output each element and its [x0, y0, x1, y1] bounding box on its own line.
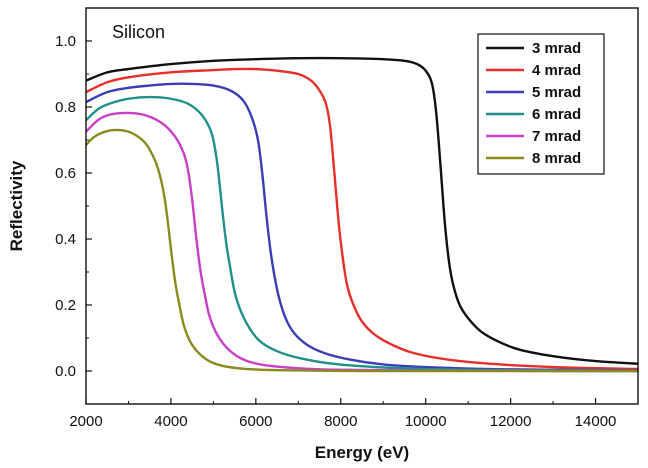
x-axis-title: Energy (eV) — [315, 443, 409, 462]
legend-label: 7 mrad — [532, 128, 581, 145]
legend-label: 5 mrad — [532, 84, 581, 101]
material-annotation: Silicon — [112, 22, 165, 42]
x-tick-label: 8000 — [324, 413, 357, 430]
y-tick-label: 0.2 — [55, 297, 76, 314]
series-line-6-mrad — [86, 95, 638, 372]
legend-label: 4 mrad — [532, 62, 581, 79]
legend-label: 8 mrad — [532, 150, 581, 167]
x-tick-label: 14000 — [575, 413, 617, 430]
axis-ticks: 2000 4000 6000 8000 10000 12000 14000 0.0 0.2 0.4… — [55, 7, 617, 430]
legend-box — [477, 33, 605, 175]
legend-label: 3 mrad — [532, 40, 581, 57]
y-tick-label: 0.4 — [55, 231, 76, 248]
x-tick-label: 12000 — [490, 413, 532, 430]
y-tick-label: 1.0 — [55, 33, 76, 50]
series-line-8-mrad — [86, 128, 638, 373]
y-tick-label: 0.8 — [55, 99, 76, 116]
x-tick-label: 10000 — [405, 413, 447, 430]
y-axis-title: Reflectivity — [7, 160, 26, 251]
x-tick-label: 6000 — [239, 413, 272, 430]
legend: 3 mrad 4 mrad 5 mrad 6 mrad 7 mrad 8 mrad — [477, 33, 605, 175]
legend-label: 6 mrad — [532, 106, 581, 123]
plot-layer — [86, 56, 638, 373]
series-line-5-mrad — [86, 82, 638, 372]
series-line-4-mrad — [86, 67, 638, 371]
x-tick-label: 4000 — [154, 413, 187, 430]
y-tick-label: 0.0 — [55, 363, 76, 380]
x-tick-label: 2000 — [69, 413, 102, 430]
y-tick-label: 0.6 — [55, 165, 76, 182]
series-line-3-mrad — [86, 56, 638, 365]
